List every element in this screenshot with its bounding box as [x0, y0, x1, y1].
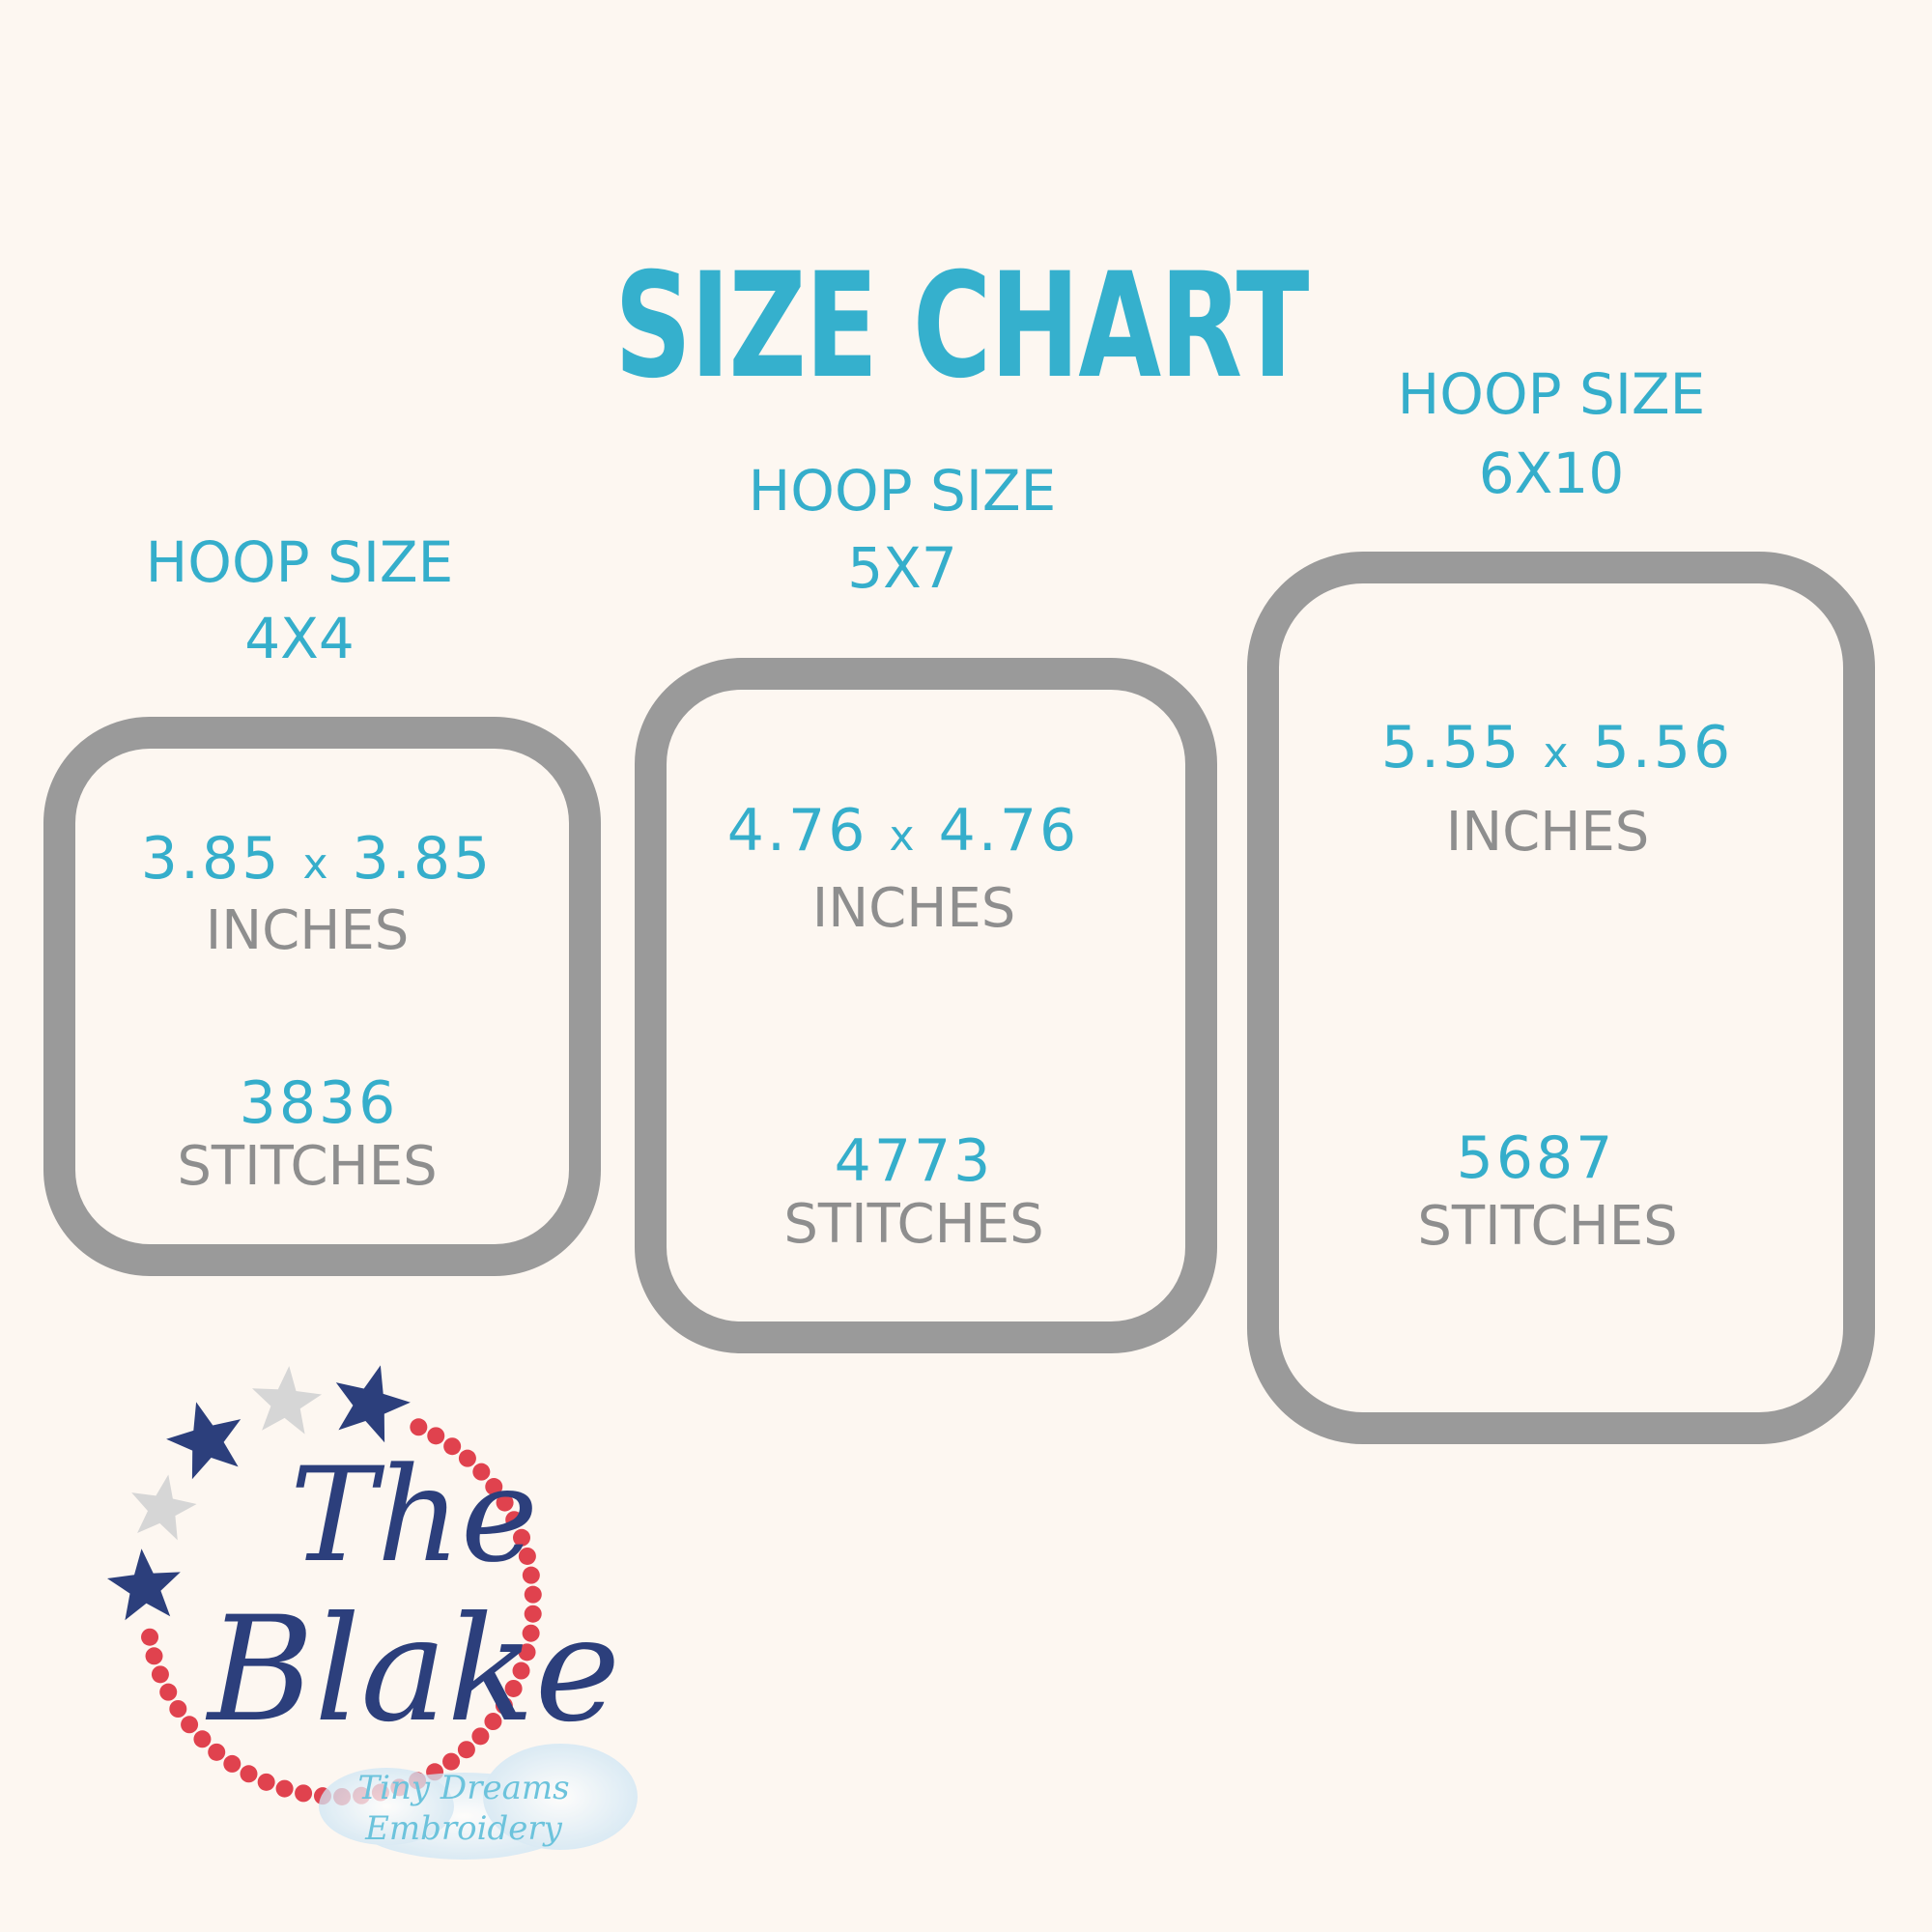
- height-value: 5.56: [1592, 714, 1734, 781]
- bead: [485, 1478, 503, 1496]
- bead: [522, 1624, 540, 1642]
- bead: [518, 1643, 536, 1662]
- hoop-label-4x4: HOOP SIZE: [145, 529, 454, 595]
- star-icon: [335, 1365, 411, 1443]
- width-value: 3.85: [140, 825, 282, 893]
- bead: [472, 1463, 491, 1481]
- hoop-frame-6x10: [1247, 552, 1875, 1444]
- bead: [295, 1784, 313, 1803]
- star-icon: [252, 1366, 322, 1435]
- bead: [410, 1418, 428, 1436]
- bead: [159, 1683, 178, 1701]
- bead: [181, 1716, 199, 1734]
- bead: [505, 1511, 524, 1529]
- design-dimensions-6x10: 5.55 x 5.56: [1381, 719, 1733, 777]
- bead: [495, 1696, 513, 1715]
- times-sign: x: [1543, 728, 1572, 778]
- page-title: SIZE CHART: [614, 242, 1309, 411]
- hoop-size-6x10: 6X10: [1478, 440, 1625, 506]
- bead: [208, 1743, 226, 1761]
- unit-label: INCHES: [811, 877, 1016, 940]
- cloud-icon: [319, 1744, 638, 1860]
- hoop-size-5x7: 5X7: [847, 535, 957, 601]
- star-icon: [107, 1548, 181, 1621]
- height-value: 4.76: [938, 797, 1080, 865]
- star-icon: [131, 1474, 197, 1541]
- bead: [524, 1605, 542, 1623]
- width-value: 5.55: [1380, 714, 1522, 781]
- watermark-line2: Embroidery: [364, 1809, 563, 1848]
- bead: [504, 1679, 523, 1697]
- hoop-label-5x7: HOOP SIZE: [748, 458, 1057, 524]
- bead: [522, 1566, 540, 1584]
- bead: [145, 1647, 163, 1665]
- bead: [427, 1427, 445, 1445]
- stitch-count-6x10: 5687: [1456, 1124, 1616, 1192]
- hoop-frame-4x4: [43, 717, 601, 1276]
- star-icon: [166, 1402, 242, 1480]
- watermark-line1: Tiny Dreams: [357, 1769, 569, 1807]
- stitches-label: STITCHES: [1417, 1195, 1678, 1258]
- unit-label: INCHES: [1445, 801, 1650, 864]
- bead: [524, 1585, 542, 1604]
- bead: [442, 1752, 461, 1771]
- unit-label: INCHES: [205, 899, 410, 962]
- bead: [471, 1727, 490, 1746]
- bead: [484, 1713, 502, 1731]
- stars: [107, 1365, 411, 1621]
- times-sign: x: [302, 839, 331, 889]
- height-value: 3.85: [352, 825, 494, 893]
- bead: [257, 1773, 275, 1791]
- bead: [151, 1665, 169, 1684]
- hoop-frame-5x7: [635, 658, 1217, 1353]
- design-dimensions-5x7: 4.76 x 4.76: [727, 802, 1079, 860]
- bead-circle: [141, 1418, 542, 1805]
- logo-line1: The: [290, 1439, 538, 1591]
- width-value: 4.76: [726, 797, 868, 865]
- times-sign: x: [889, 811, 918, 861]
- bead: [496, 1493, 514, 1512]
- hoop-size-4x4: 4X4: [244, 606, 355, 671]
- bead: [512, 1662, 530, 1680]
- bead: [443, 1437, 462, 1456]
- bead: [275, 1779, 294, 1798]
- bead: [457, 1741, 475, 1759]
- stitch-count-5x7: 4773: [834, 1127, 994, 1195]
- bead: [458, 1449, 476, 1467]
- hoop-label-6x10: HOOP SIZE: [1397, 361, 1706, 427]
- bead: [223, 1754, 242, 1773]
- bead: [169, 1699, 187, 1718]
- bead: [518, 1547, 536, 1565]
- bead: [240, 1765, 258, 1783]
- bead: [141, 1628, 159, 1646]
- bead: [512, 1528, 530, 1547]
- logo-line2: Blake: [205, 1586, 620, 1754]
- stitches-label: STITCHES: [783, 1193, 1044, 1256]
- design-dimensions-4x4: 3.85 x 3.85: [141, 830, 493, 888]
- stitch-count-4x4: 3836: [239, 1069, 399, 1137]
- stitches-label: STITCHES: [177, 1135, 438, 1198]
- bead: [193, 1730, 212, 1748]
